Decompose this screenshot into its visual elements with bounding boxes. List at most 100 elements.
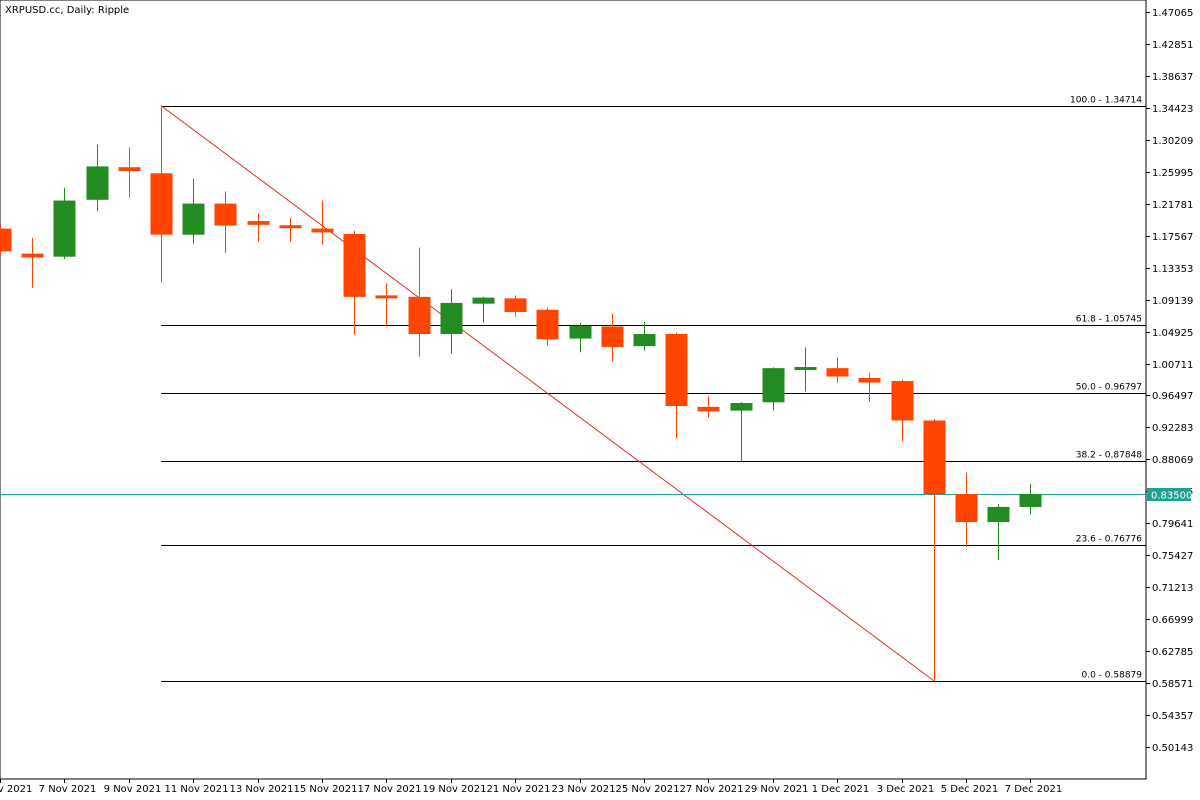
y-tick-label: 1.21781 [1152, 200, 1193, 211]
candle [794, 347, 817, 392]
candle [214, 191, 237, 253]
candle [86, 144, 109, 212]
x-tick-label: 7 Nov 2021 [39, 784, 97, 795]
y-tick-label: 0.58571 [1152, 679, 1193, 690]
bull-candle-body [633, 334, 656, 347]
bear-candle-body [858, 378, 881, 383]
bull-candle-body [53, 200, 76, 257]
y-tick-label: 1.04925 [1152, 328, 1193, 339]
y-tick-label: 0.96497 [1152, 391, 1193, 402]
current-price-label: 0.83500 [1151, 491, 1192, 502]
candle [762, 367, 785, 411]
candle [21, 237, 44, 288]
bear-candle-body [955, 494, 978, 523]
bear-candle-body [697, 406, 720, 412]
bear-candle-body [536, 309, 559, 340]
x-tick-label: 11 Nov 2021 [164, 784, 228, 795]
candle [665, 332, 688, 439]
x-tick-label: 27 Nov 2021 [679, 784, 743, 795]
bear-candle-body [21, 253, 44, 258]
x-tick-label: 7 Dec 2021 [1005, 784, 1063, 795]
x-tick-label: 17 Nov 2021 [357, 784, 421, 795]
y-tick-label: 1.30209 [1152, 136, 1193, 147]
x-tick-label: 1 Dec 2021 [812, 784, 870, 795]
trend-line[interactable] [160, 105, 935, 682]
y-tick-label: 0.71213 [1152, 583, 1193, 594]
x-tick-label: 9 Nov 2021 [104, 784, 162, 795]
candle [923, 418, 946, 681]
fib-level-label: 61.8 - 1.05745 [1076, 315, 1142, 325]
candle [891, 379, 914, 441]
current-price-tag-bg [1147, 488, 1191, 501]
fibonacci-retracement[interactable]: 100.0 - 1.34714 61.8 - 1.05745 50.0 - 0.96… [161, 96, 1146, 682]
bull-candle-body [730, 403, 753, 411]
candle [955, 472, 978, 548]
candle [633, 321, 656, 351]
bull-candle-body [794, 367, 817, 371]
y-tick-label: 0.88069 [1152, 455, 1193, 466]
y-tick-label: 0.79641 [1152, 519, 1193, 530]
y-tick-label: 1.34423 [1152, 104, 1193, 115]
y-tick-label: 0.62785 [1152, 647, 1193, 658]
fib-level-label: 38.2 - 0.87848 [1076, 451, 1142, 461]
y-tick-label: 0.54357 [1152, 711, 1193, 722]
y-tick-label: 0.50143 [1152, 743, 1193, 754]
x-tick-label: 13 Nov 2021 [229, 784, 293, 795]
bear-candle-body [279, 225, 302, 229]
candles [0, 105, 1042, 681]
candle [118, 147, 141, 198]
candle [408, 247, 431, 357]
candle [826, 357, 849, 383]
bear-candle-body [375, 295, 398, 299]
chart-title: XRPUSD.cc, Daily: Ripple [5, 5, 129, 16]
candle [0, 224, 12, 256]
price-axis[interactable]: 1.47065 1.42851 1.38637 1.34423 1.30209 1.259… [1146, 8, 1193, 754]
x-tick-label: 25 Nov 2021 [615, 784, 679, 795]
candle [182, 178, 205, 244]
candle [730, 402, 753, 462]
bear-candle-body [118, 167, 141, 171]
bull-candle-body [1019, 494, 1042, 507]
bear-candle-body [247, 221, 270, 225]
x-tick-label: 19 Nov 2021 [422, 784, 486, 795]
trend-line-group[interactable] [160, 105, 935, 682]
candle [247, 213, 270, 242]
candle [150, 105, 173, 283]
x-tick-label: 23 Nov 2021 [551, 784, 615, 795]
candle [53, 187, 76, 259]
bear-candle-body [311, 228, 334, 233]
y-tick-label: 1.38637 [1152, 72, 1193, 83]
fib-level-label: 23.6 - 0.76776 [1076, 535, 1142, 545]
bull-candle-body [182, 203, 205, 235]
bear-candle-body [665, 334, 688, 407]
candle [440, 289, 463, 354]
bear-candle-body [214, 203, 237, 226]
y-tick-label: 1.25995 [1152, 168, 1193, 179]
bear-candle-body [891, 381, 914, 421]
candle [858, 372, 881, 402]
candle [504, 295, 527, 317]
bear-candle-body [150, 173, 173, 235]
y-tick-label: 1.13353 [1152, 264, 1193, 275]
candle [375, 283, 398, 327]
x-tick-label: 15 Nov 2021 [293, 784, 357, 795]
fib-level-label: 50.0 - 0.96797 [1076, 383, 1142, 393]
candle [697, 396, 720, 418]
bull-candle-body [440, 302, 463, 335]
bear-candle-body [826, 368, 849, 377]
bear-candle-body [343, 233, 366, 297]
fib-level-label: 100.0 - 1.34714 [1070, 96, 1142, 106]
bull-candle-body [987, 506, 1010, 523]
y-tick-label: 0.92283 [1152, 423, 1193, 434]
candle [343, 230, 366, 335]
y-tick-label: 0.66999 [1152, 615, 1193, 626]
x-tick-label: 29 Nov 2021 [744, 784, 808, 795]
y-tick-label: 1.47065 [1152, 8, 1193, 19]
current-price-tag: 0.83500 [1147, 488, 1192, 502]
x-tick-label: 5 Nov 2021 [0, 784, 32, 795]
x-tick-label: 3 Dec 2021 [877, 784, 935, 795]
plot-area[interactable] [0, 0, 1147, 780]
bull-candle-body [86, 166, 109, 200]
